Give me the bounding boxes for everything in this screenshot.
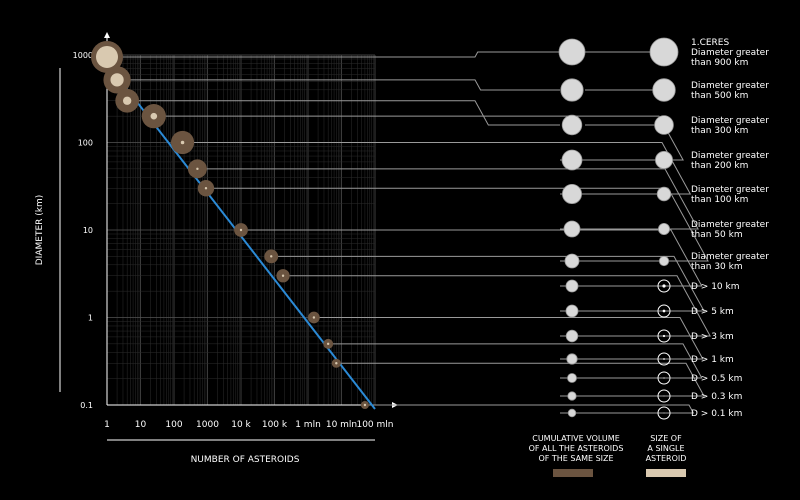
asteroid-icons — [558, 37, 679, 420]
single-asteroid-icon — [649, 37, 679, 67]
legend-swatch-cumulative — [553, 469, 593, 477]
cumulative-asteroid-icon — [562, 183, 583, 204]
single-asteroid-icon — [655, 151, 673, 169]
single-asteroid-dot-icon — [662, 334, 666, 338]
single-asteroid-dot-icon — [663, 377, 665, 379]
cumulative-asteroid-icon — [564, 253, 580, 269]
single-asteroid-icon — [658, 255, 670, 267]
single-asteroid-dot-icon — [662, 309, 666, 313]
single-asteroid-dot-icon — [662, 284, 666, 288]
leader-line — [107, 51, 560, 58]
size-circle — [363, 403, 367, 407]
leader-line — [127, 100, 560, 126]
y-tick-label: 1000 — [73, 51, 93, 60]
size-circle — [239, 228, 243, 232]
cumulative-asteroid-icon — [558, 38, 586, 66]
x-axis-title: NUMBER OF ASTEROIDS — [191, 455, 300, 465]
size-circle — [180, 140, 185, 145]
size-circle — [312, 316, 316, 319]
single-asteroid-dot-icon — [663, 412, 665, 414]
size-class-label: Diameter greater than 300 km — [691, 116, 769, 136]
size-class-label: D > 0.3 km — [691, 392, 742, 402]
size-circle — [270, 255, 273, 258]
y-axis-arrow — [104, 32, 110, 38]
cumulative-asteroid-icon — [561, 114, 583, 136]
cumulative-asteroid-icon — [565, 279, 579, 293]
size-class-label: Diameter greater than 50 km — [691, 220, 769, 240]
single-asteroid-ring-icon — [657, 304, 671, 318]
size-class-label: Diameter greater than 100 km — [691, 185, 769, 205]
cumulative-asteroid-icon — [567, 408, 577, 418]
x-tick-label: 1000 — [196, 420, 219, 430]
cumulative-asteroid-icon — [566, 353, 578, 365]
point-labels: 1.CERES Diameter greater than 900 km Diamet… — [691, 38, 769, 419]
leader-lines — [107, 51, 711, 414]
x-tick-label: 1 mln — [295, 420, 321, 430]
size-circle — [204, 187, 208, 190]
y-tick-label: 100 — [78, 139, 93, 148]
x-tick-label: 100 — [165, 420, 182, 430]
size-circle — [196, 167, 199, 171]
size-circle — [110, 73, 124, 87]
size-circle — [96, 45, 118, 68]
size-class-label: D > 10 km — [691, 282, 740, 292]
legend-label-cumulative: CUMULATIVE VOLUME OF ALL THE ASTEROIDS OF … — [529, 434, 624, 463]
single-asteroid-icon — [658, 222, 671, 235]
single-asteroid-ring-icon — [657, 329, 671, 343]
single-asteroid-dot-icon — [663, 358, 665, 360]
size-circle — [150, 112, 158, 120]
trend-line-group — [114, 73, 376, 410]
size-class-label: D > 0.1 km — [691, 409, 742, 419]
cumulative-asteroid-icon — [561, 149, 583, 171]
data-points — [91, 40, 369, 410]
y-tick-label: 0.1 — [80, 401, 93, 410]
leader-line — [117, 79, 560, 91]
single-asteroid-dot-icon — [663, 395, 665, 397]
size-circle — [122, 96, 132, 105]
single-asteroid-ring-icon — [657, 389, 671, 403]
single-asteroid-ring-icon — [657, 406, 671, 420]
x-tick-label: 10 mln — [326, 420, 357, 430]
legend: CUMULATIVE VOLUME OF ALL THE ASTEROIDS OF … — [529, 434, 687, 477]
single-asteroid-icon — [652, 78, 676, 102]
x-tick-label: 10 — [135, 420, 147, 430]
y-tick-label: 10 — [83, 226, 93, 235]
single-asteroid-ring-icon — [657, 371, 671, 385]
cumulative-asteroid-icon — [563, 220, 581, 238]
cumulative-asteroid-icon — [560, 78, 584, 102]
x-tick-label: 1 — [104, 420, 110, 430]
cumulative-asteroid-icon — [565, 304, 579, 318]
x-tick-label: 10 k — [231, 420, 251, 430]
x-tick-label: 100 mln — [356, 420, 393, 430]
size-class-label: D > 0.5 km — [691, 374, 742, 384]
size-class-label: Diameter greater than 500 km — [691, 81, 769, 101]
size-class-label: D > 1 km — [691, 355, 734, 365]
size-circle — [281, 274, 285, 277]
size-class-label: D > 5 km — [691, 307, 734, 317]
legend-label-single: SIZE OF A SINGLE ASTEROID — [646, 434, 687, 463]
single-asteroid-ring-icon — [657, 352, 671, 366]
single-asteroid-icon — [656, 186, 672, 202]
y-tick-label: 1 — [88, 314, 93, 323]
size-circle — [326, 342, 330, 346]
size-class-label: Diameter greater than 200 km — [691, 151, 769, 171]
trend-line — [114, 73, 376, 410]
legend-swatch-single — [646, 469, 686, 477]
cumulative-asteroid-icon — [567, 373, 577, 383]
size-class-label: Diameter greater than 30 km — [691, 252, 769, 272]
size-class-label: 1.CERES Diameter greater than 900 km — [691, 38, 769, 68]
cumulative-asteroid-icon — [567, 391, 577, 401]
x-tick-label: 100 k — [262, 420, 288, 430]
single-asteroid-ring-icon — [657, 279, 671, 293]
cumulative-asteroid-icon — [565, 329, 579, 343]
size-circle — [335, 362, 338, 365]
single-asteroid-icon — [654, 115, 674, 135]
y-axis-title: DIAMETER (km) — [35, 195, 45, 266]
size-class-label: D > 3 km — [691, 332, 734, 342]
